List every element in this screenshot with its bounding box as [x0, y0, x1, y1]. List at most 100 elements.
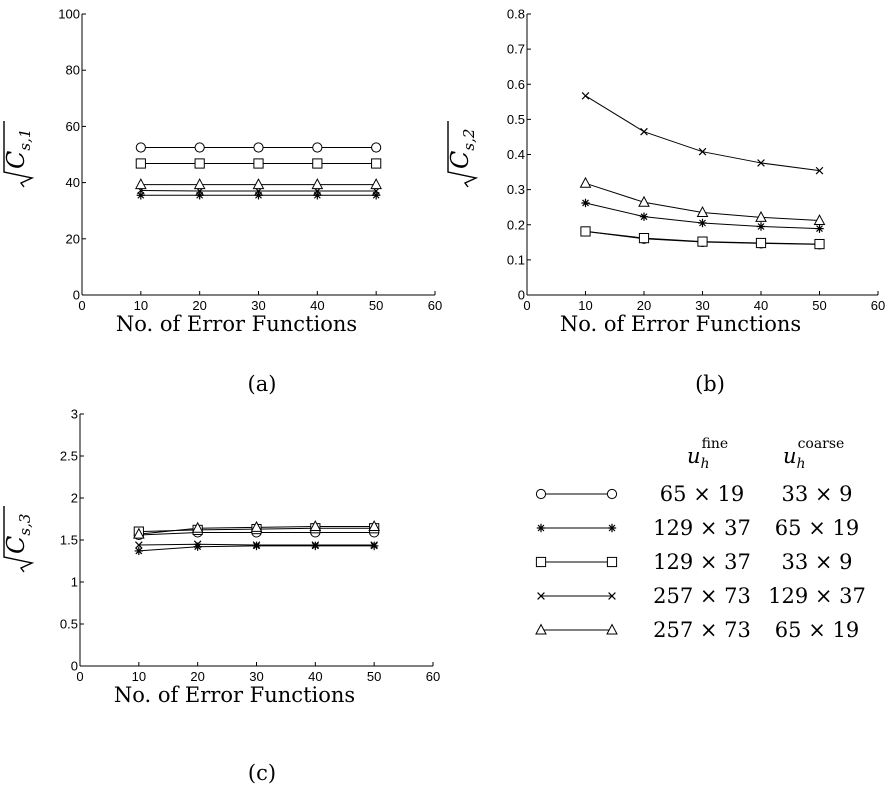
data-point-x: [581, 92, 590, 100]
legend-marker-star: [536, 523, 546, 533]
legend-marker-square: [535, 556, 547, 568]
legend-coarse-grid: 33 × 9: [781, 482, 852, 506]
legend-header-coarse: uhcoarse: [783, 436, 844, 472]
y-tick-label: 1.5: [60, 533, 78, 548]
x-tick-label: 60: [426, 669, 440, 684]
legend-row: 129 × 37 33 × 9: [535, 550, 853, 574]
data-point-square: [638, 232, 650, 244]
x-tick-label: 50: [367, 669, 381, 684]
legend-marker-x: [537, 592, 545, 600]
legend-fine-grid: 65 × 19: [660, 482, 744, 506]
y-tick-label: 0: [73, 288, 80, 303]
y-tick-label: 0.5: [60, 617, 78, 632]
x-tick-label: 20: [637, 298, 651, 313]
x-tick-label: 10: [578, 298, 592, 313]
x-tick-label: 20: [192, 298, 206, 313]
legend-marker-star: [607, 523, 617, 533]
x-tick-label: 50: [812, 298, 826, 313]
data-point-star: [371, 191, 381, 200]
data-point-x: [193, 540, 202, 549]
data-point-star: [195, 191, 204, 200]
x-tick-label: 10: [134, 298, 148, 313]
data-point-star: [815, 224, 824, 233]
data-point-square: [814, 238, 825, 250]
data-point-star: [134, 546, 144, 556]
x-tick-label: 20: [190, 669, 204, 684]
y-tick-label: 20: [66, 231, 80, 246]
y-axis-label-text: Cs,1: [2, 129, 34, 169]
chart-panel-b: 0 10 20 30 40 50 60 0 0.1 0.2 0.3 0.4 0.5 0.6 0.7 0.8 No…: [446, 7, 885, 397]
y-tick-label: 100: [58, 7, 80, 22]
data-point-triangle: [638, 195, 650, 207]
data-point-square: [194, 158, 205, 169]
legend-marker-x: [608, 592, 616, 600]
chart-panel-c: 0 10 20 30 40 50 60 0 0.5 1 1.5 2 2.5 3 No. of Error F…: [2, 407, 440, 786]
x-tick-label: 30: [251, 298, 265, 313]
series-line-x: [585, 95, 820, 172]
data-point-star: [581, 198, 590, 208]
y-tick-label: 40: [66, 175, 80, 190]
x-tick-label: 30: [249, 669, 263, 684]
y-tick-label: 2: [71, 491, 78, 506]
x-tick-label: 60: [871, 298, 885, 313]
y-tick-label: 3: [71, 407, 78, 422]
data-point-square: [371, 158, 382, 169]
data-point-square: [135, 158, 146, 169]
data-point-triangle: [696, 205, 709, 217]
y-axis-label: Cs,2: [446, 121, 479, 188]
panel-caption: (c): [248, 761, 276, 785]
y-tick-label: 0: [71, 659, 78, 674]
panel-caption: (b): [695, 372, 725, 396]
data-point-circle: [371, 142, 382, 153]
legend-marker-circle: [606, 488, 618, 500]
data-point-x: [252, 541, 261, 549]
y-axis-label: Cs,3: [2, 506, 35, 573]
data-point-triangle: [368, 520, 380, 532]
legend-marker-triangle: [535, 623, 547, 635]
y-axis-label: Cs,1: [2, 121, 35, 188]
data-point-triangle: [135, 178, 147, 190]
data-point-x: [815, 166, 824, 175]
y-tick-label: 60: [66, 119, 80, 134]
y-tick-label: 0.7: [507, 42, 525, 57]
legend-marker-triangle: [606, 623, 618, 635]
x-axis-label: No. of Error Functions: [560, 312, 801, 336]
data-point-square: [697, 236, 708, 247]
x-tick-label: 0: [523, 298, 530, 313]
data-point-circle: [312, 142, 323, 153]
sqrt-symbol: [3, 121, 35, 188]
data-point-triangle: [133, 527, 145, 539]
legend-fine-grid: 129 × 37: [653, 516, 751, 540]
data-point-triangle: [252, 178, 265, 190]
y-axis-label-text: Cs,3: [2, 514, 34, 554]
legend-row: 65 × 19 33 × 9: [535, 482, 853, 506]
legend: uhfine uhcoarse 65 × 19 33 × 9 129 × 37 65 × …: [535, 436, 866, 642]
legend-row: 257 × 73 129 × 37: [537, 584, 866, 608]
x-tick-label: 40: [308, 669, 322, 684]
chart-panel-a: 0 10 20 30 40 50 60 0 20 40 60 80 100 No. of Error Fu…: [2, 7, 442, 397]
data-point-x: [311, 541, 320, 549]
y-tick-label: 0: [518, 288, 525, 303]
y-tick-label: 2.5: [60, 449, 78, 464]
data-point-triangle: [191, 521, 204, 533]
data-point-x: [757, 159, 765, 167]
legend-row: 257 × 73 65 × 19: [535, 618, 859, 642]
legend-fine-grid: 257 × 73: [653, 618, 751, 642]
data-point-circle: [135, 142, 146, 153]
data-point-star: [698, 218, 707, 228]
x-tick-label: 0: [78, 298, 85, 313]
legend-header-fine: uhfine: [687, 436, 728, 472]
legend-marker-square: [606, 556, 618, 568]
y-axis-label-sub: s,3: [16, 514, 34, 536]
y-tick-label: 0.5: [507, 112, 525, 127]
x-axis-label: No. of Error Functions: [116, 312, 357, 336]
data-point-x: [370, 541, 378, 549]
x-tick-label: 50: [369, 298, 383, 313]
y-tick-label: 1: [71, 575, 78, 590]
data-point-triangle: [579, 176, 592, 188]
y-axis-label-sub: s,1: [16, 129, 34, 151]
y-axis-label-sub: s,2: [460, 129, 478, 151]
legend-coarse-grid: 129 × 37: [768, 584, 866, 608]
data-point-square: [755, 237, 767, 249]
